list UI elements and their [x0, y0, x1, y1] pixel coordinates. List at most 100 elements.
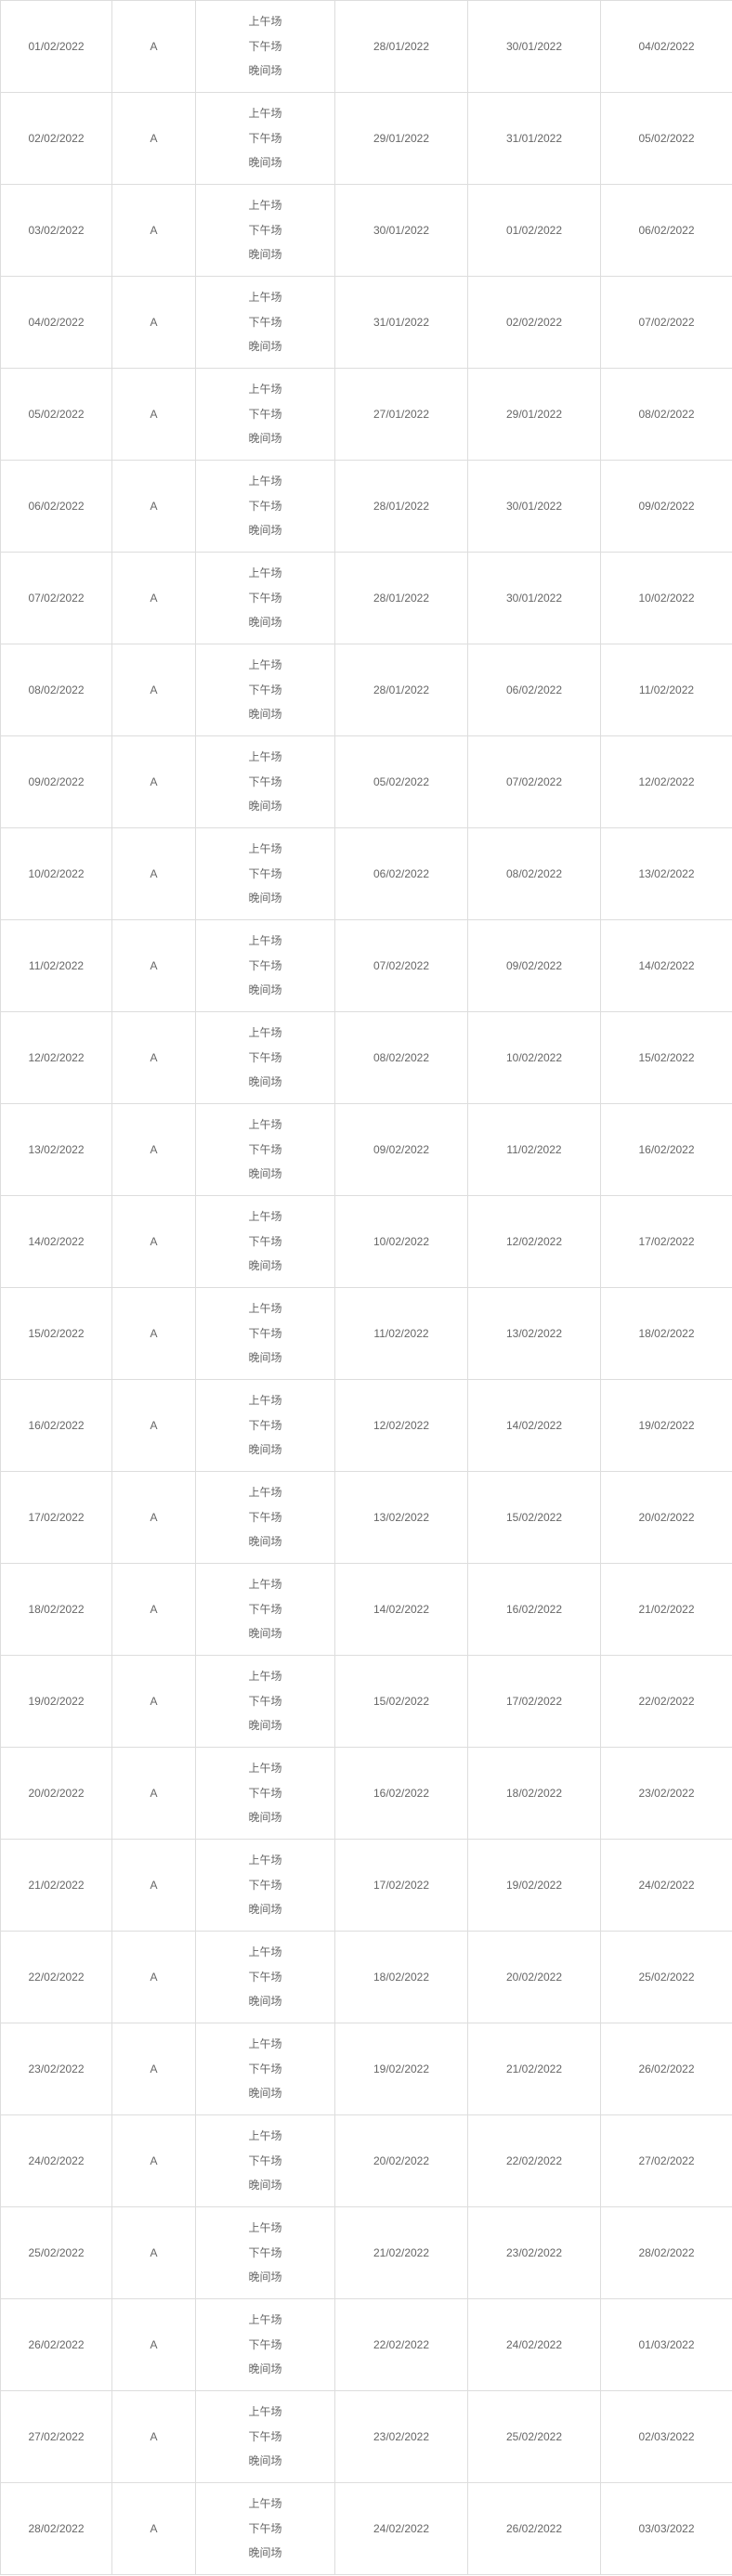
- cell-date2: 28/01/2022: [335, 461, 468, 553]
- table-row: 26/02/2022A上午场下午场晚间场22/02/202224/02/2022…: [1, 2299, 732, 2391]
- cell-date1: 13/02/2022: [1, 1104, 112, 1196]
- cell-date3: 16/02/2022: [468, 1564, 601, 1656]
- session-label: 下午场: [200, 218, 331, 242]
- session-label: 下午场: [200, 1873, 331, 1897]
- cell-date1: 20/02/2022: [1, 1748, 112, 1840]
- table-row: 20/02/2022A上午场下午场晚间场16/02/202218/02/2022…: [1, 1748, 732, 1840]
- cell-date2: 15/02/2022: [335, 1656, 468, 1748]
- session-label: 下午场: [200, 770, 331, 794]
- session-label: 下午场: [200, 1138, 331, 1162]
- session-label: 上午场: [200, 9, 331, 33]
- session-label: 晚间场: [200, 426, 331, 450]
- cell-date4: 12/02/2022: [601, 736, 732, 828]
- cell-date1: 04/02/2022: [1, 277, 112, 369]
- cell-date4: 20/02/2022: [601, 1472, 732, 1564]
- session-label: 上午场: [200, 2308, 331, 2332]
- cell-sessions: 上午场下午场晚间场: [196, 1196, 335, 1288]
- session-label: 上午场: [200, 1204, 331, 1229]
- cell-sessions: 上午场下午场晚间场: [196, 1748, 335, 1840]
- cell-date4: 07/02/2022: [601, 277, 732, 369]
- session-label: 晚间场: [200, 2265, 331, 2289]
- session-label: 上午场: [200, 1480, 331, 1504]
- session-label: 上午场: [200, 1664, 331, 1688]
- table-row: 12/02/2022A上午场下午场晚间场08/02/202210/02/2022…: [1, 1012, 732, 1104]
- cell-date2: 07/02/2022: [335, 920, 468, 1012]
- cell-date2: 18/02/2022: [335, 1932, 468, 2023]
- cell-date3: 30/01/2022: [468, 553, 601, 644]
- cell-sessions: 上午场下午场晚间场: [196, 828, 335, 920]
- cell-date2: 28/01/2022: [335, 553, 468, 644]
- session-label: 下午场: [200, 1046, 331, 1070]
- session-label: 上午场: [200, 377, 331, 401]
- cell-date2: 30/01/2022: [335, 185, 468, 277]
- table-row: 25/02/2022A上午场下午场晚间场21/02/202223/02/2022…: [1, 2207, 732, 2299]
- cell-sessions: 上午场下午场晚间场: [196, 369, 335, 461]
- cell-date2: 11/02/2022: [335, 1288, 468, 1380]
- session-label: 晚间场: [200, 334, 331, 358]
- cell-sessions: 上午场下午场晚间场: [196, 1656, 335, 1748]
- table-row: 10/02/2022A上午场下午场晚间场06/02/202208/02/2022…: [1, 828, 732, 920]
- cell-letter: A: [112, 1380, 196, 1472]
- session-label: 下午场: [200, 1413, 331, 1438]
- session-label: 晚间场: [200, 1438, 331, 1462]
- cell-date2: 29/01/2022: [335, 93, 468, 185]
- session-label: 下午场: [200, 402, 331, 426]
- session-label: 下午场: [200, 2241, 331, 2265]
- session-label: 晚间场: [200, 1897, 331, 1921]
- cell-date2: 10/02/2022: [335, 1196, 468, 1288]
- cell-letter: A: [112, 2391, 196, 2483]
- cell-sessions: 上午场下午场晚间场: [196, 1472, 335, 1564]
- cell-date3: 01/02/2022: [468, 185, 601, 277]
- cell-date3: 14/02/2022: [468, 1380, 601, 1472]
- session-label: 下午场: [200, 1229, 331, 1254]
- cell-date3: 07/02/2022: [468, 736, 601, 828]
- cell-date3: 23/02/2022: [468, 2207, 601, 2299]
- cell-date1: 03/02/2022: [1, 185, 112, 277]
- cell-letter: A: [112, 461, 196, 553]
- cell-date2: 08/02/2022: [335, 1012, 468, 1104]
- session-label: 晚间场: [200, 518, 331, 542]
- session-label: 下午场: [200, 2517, 331, 2541]
- cell-date2: 27/01/2022: [335, 369, 468, 461]
- cell-date3: 29/01/2022: [468, 369, 601, 461]
- cell-letter: A: [112, 2207, 196, 2299]
- cell-date2: 23/02/2022: [335, 2391, 468, 2483]
- session-label: 下午场: [200, 494, 331, 518]
- cell-sessions: 上午场下午场晚间场: [196, 2391, 335, 2483]
- cell-sessions: 上午场下午场晚间场: [196, 2023, 335, 2115]
- cell-date3: 20/02/2022: [468, 1932, 601, 2023]
- cell-letter: A: [112, 644, 196, 736]
- cell-date1: 22/02/2022: [1, 1932, 112, 2023]
- cell-date1: 23/02/2022: [1, 2023, 112, 2115]
- cell-date4: 22/02/2022: [601, 1656, 732, 1748]
- cell-date1: 05/02/2022: [1, 369, 112, 461]
- cell-date4: 04/02/2022: [601, 1, 732, 93]
- cell-date1: 21/02/2022: [1, 1840, 112, 1932]
- cell-sessions: 上午场下午场晚间场: [196, 2207, 335, 2299]
- cell-letter: A: [112, 1748, 196, 1840]
- cell-date4: 23/02/2022: [601, 1748, 732, 1840]
- cell-sessions: 上午场下午场晚间场: [196, 1380, 335, 1472]
- cell-letter: A: [112, 2483, 196, 2575]
- cell-date3: 31/01/2022: [468, 93, 601, 185]
- cell-letter: A: [112, 1472, 196, 1564]
- session-label: 上午场: [200, 1021, 331, 1045]
- cell-date1: 07/02/2022: [1, 553, 112, 644]
- session-label: 下午场: [200, 1781, 331, 1805]
- cell-letter: A: [112, 1012, 196, 1104]
- session-label: 上午场: [200, 2491, 331, 2516]
- cell-letter: A: [112, 1196, 196, 1288]
- session-label: 晚间场: [200, 242, 331, 267]
- cell-sessions: 上午场下午场晚间场: [196, 1288, 335, 1380]
- cell-date2: 28/01/2022: [335, 1, 468, 93]
- session-label: 下午场: [200, 2149, 331, 2173]
- cell-date4: 16/02/2022: [601, 1104, 732, 1196]
- cell-letter: A: [112, 920, 196, 1012]
- table-row: 07/02/2022A上午场下午场晚间场28/01/202230/01/2022…: [1, 553, 732, 644]
- cell-letter: A: [112, 1932, 196, 2023]
- session-label: 晚间场: [200, 59, 331, 83]
- cell-date3: 30/01/2022: [468, 461, 601, 553]
- table-row: 13/02/2022A上午场下午场晚间场09/02/202211/02/2022…: [1, 1104, 732, 1196]
- session-label: 上午场: [200, 285, 331, 309]
- session-label: 下午场: [200, 2057, 331, 2081]
